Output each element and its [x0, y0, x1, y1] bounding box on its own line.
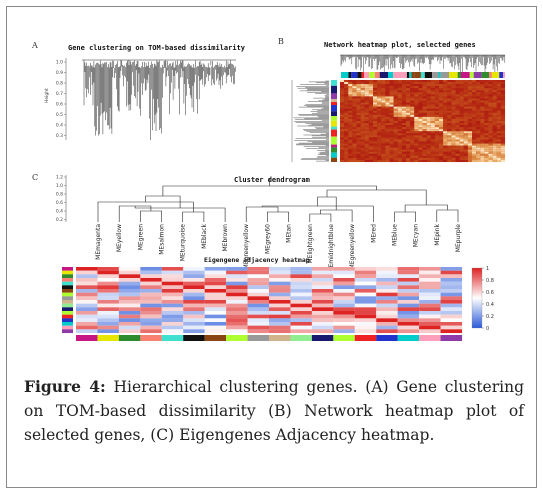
panel-c-leaf-label: MEpink	[434, 223, 441, 245]
panel-c-heatmap-title: Eigengene adjacency heatmap	[204, 256, 310, 264]
panel-a-ytick: 1.0	[56, 60, 63, 66]
panel-c-leaf-label: MEsalmon	[159, 224, 166, 255]
panel-b-letter: B	[278, 37, 284, 46]
panel-b-heatmap	[340, 80, 506, 163]
panel-c-ytick: 0.2	[56, 217, 63, 223]
panel-c-colorbar	[471, 267, 483, 329]
figure-frame	[6, 6, 537, 488]
panel-c-leaf-label: MEblack	[201, 223, 208, 248]
panel-a: A Gene clustering on TOM-based dissimila…	[31, 41, 246, 141]
panel-a-ytick: 0.3	[56, 133, 63, 139]
panel-c-colorbar-tick: 0.4	[486, 302, 494, 308]
panel-c-leaf-label: MEturquoise	[180, 224, 187, 262]
panel-a-title: Gene clustering on TOM-based dissimilari…	[68, 44, 246, 52]
panel-c-leaf-label: MEcyan	[413, 224, 420, 247]
panel-b-module-strip-top	[341, 72, 505, 78]
panel-c-heatmap-left-strip	[62, 267, 73, 334]
panel-c-leaf-label: MEyellow	[116, 224, 123, 252]
caption-label: Figure 4:	[24, 377, 106, 396]
panel-c-colorbar-tick: 1	[486, 266, 489, 272]
panel-c-leaf-label: MEpurple	[455, 224, 462, 253]
panel-a-ytick: 0.7	[56, 91, 63, 97]
panel-c-leaf-label: MEgreen	[137, 224, 144, 250]
panel-c: C Cluster dendrogram 1.21.00.80.60.40.2 …	[32, 173, 494, 341]
panel-a-ytick: 0.9	[56, 70, 63, 76]
panel-c-leaf-label: MEred	[370, 224, 377, 243]
panel-c-leaf-label: MEmagenta	[95, 224, 102, 260]
panel-c-leaf-label: MElightgreen	[307, 224, 314, 264]
caption-text: Hierarchical clustering genes. (A) Gene …	[24, 378, 524, 444]
panel-b-title: Network heatmap plot, selected genes	[324, 41, 476, 49]
panel-b-top-dendrogram	[340, 54, 505, 73]
panel-c-ytick: 0.4	[56, 209, 63, 215]
panel-c-heatmap-bottom-strip	[76, 335, 463, 341]
panel-c-leaf-label: MEgreenyellow	[243, 224, 250, 270]
panel-c-ytick: 0.6	[56, 200, 63, 206]
figure-caption: Figure 4: Hierarchical clustering genes.…	[24, 375, 524, 447]
panel-c-leaf-label: MEgrey60	[264, 224, 271, 254]
panel-c-colorbar-tick: 0	[486, 326, 489, 332]
panel-c-colorbar-tick: 0.6	[486, 290, 494, 296]
panel-a-ytick: 0.4	[56, 123, 63, 129]
panel-c-dendrogram	[97, 178, 459, 222]
panel-c-letter: C	[32, 173, 38, 182]
panel-c-colorbar-tick: 0.8	[486, 278, 494, 284]
panel-c-leaf-labels: MEmagenta MEyellow MEgreen MEsalmon MEturquo…	[95, 223, 462, 272]
panel-c-leaf-label: MEtan	[286, 224, 293, 243]
panel-c-heatmap	[76, 267, 463, 334]
panel-c-leaf-label: MEblue	[391, 224, 398, 246]
panel-c-ytick: 1.0	[56, 183, 63, 189]
panel-a-ytick: 0.8	[56, 81, 63, 87]
panel-c-leaf-label: MEmidnightblue	[328, 224, 335, 273]
panel-a-ylabel: Height	[44, 88, 50, 103]
panel-c-ytick: 1.2	[56, 175, 63, 181]
panel-a-ytick: 0.5	[56, 112, 63, 118]
panel-c-leaf-label: MEgreenyellow	[349, 224, 356, 270]
panel-b-module-strip-left	[331, 80, 337, 162]
panel-c-title: Cluster dendrogram	[234, 176, 310, 184]
panel-a-letter: A	[31, 41, 38, 50]
panel-a-dendrogram	[82, 59, 236, 141]
panel-c-ytick: 0.8	[56, 192, 63, 198]
panel-c-leaf-label: MEbrown	[222, 224, 229, 252]
panel-b: B Network heatmap plot, selected genes	[278, 37, 506, 163]
panel-b-left-dendrogram	[291, 80, 329, 162]
panel-c-colorbar-tick: 0.2	[486, 314, 494, 320]
panel-a-ytick: 0.6	[56, 102, 63, 108]
